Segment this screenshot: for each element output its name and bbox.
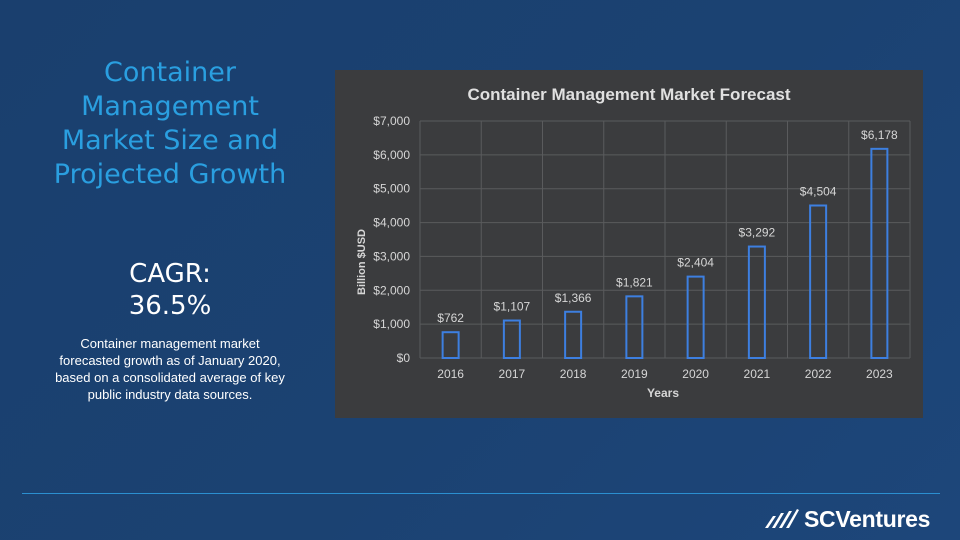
data-label: $2,404: [677, 256, 714, 270]
data-label: $1,107: [494, 300, 531, 314]
brand-logo: SCVentures: [764, 503, 930, 535]
scventures-logo-icon: [765, 509, 799, 528]
cagr-value: 36.5%: [128, 291, 212, 321]
y-tick-label: $0: [397, 351, 411, 365]
y-tick-label: $2,000: [373, 283, 410, 297]
y-tick-label: $7,000: [373, 114, 410, 128]
bar: [686, 275, 705, 359]
bar: [747, 245, 766, 359]
bar: [625, 295, 644, 360]
bar: [809, 204, 828, 359]
data-label: $1,366: [555, 291, 592, 305]
data-label: $3,292: [739, 226, 776, 240]
y-tick-label: $1,000: [373, 317, 410, 331]
x-tick-label: 2019: [621, 367, 648, 381]
cagr-block: CAGR: 36.5%: [60, 258, 280, 322]
x-tick-label: 2022: [805, 367, 832, 381]
bar-chart: $0 $1,000 $2,000 $3,000 $4,000 $5,000 $6,000 $7…: [356, 85, 911, 400]
x-tick-label: 2016: [437, 367, 464, 381]
data-label: $4,504: [800, 185, 837, 199]
bar: [564, 310, 583, 359]
y-tick-label: $5,000: [373, 182, 410, 196]
x-axis-label: Years: [647, 386, 679, 400]
y-tick-label: $6,000: [373, 148, 410, 162]
y-tick-label: $4,000: [373, 216, 410, 230]
y-tick-label: $3,000: [373, 249, 410, 263]
x-tick-label: 2017: [499, 367, 526, 381]
x-tick-label: 2023: [866, 367, 893, 381]
data-label: $762: [437, 311, 464, 325]
cagr-description: Container management market forecasted g…: [55, 336, 285, 402]
data-label: $6,178: [861, 128, 898, 142]
x-tick-label: 2021: [744, 367, 771, 381]
brand-name: SCVentures: [804, 505, 931, 532]
slide-title: Container Management Market Size and Pro…: [53, 57, 287, 190]
cagr-label: CAGR:: [129, 259, 211, 289]
bar: [441, 331, 460, 360]
chart-panel: $0 $1,000 $2,000 $3,000 $4,000 $5,000 $6,000 $7…: [335, 70, 923, 418]
bar: [870, 147, 889, 360]
x-tick-label: 2020: [682, 367, 709, 381]
data-label: $1,821: [616, 275, 653, 289]
footer-divider: [22, 493, 940, 494]
x-tick-label: 2018: [560, 367, 587, 381]
bar: [502, 319, 521, 359]
chart-title: Container Management Market Forecast: [467, 85, 790, 104]
y-axis-label: Billion $USD: [356, 229, 368, 295]
